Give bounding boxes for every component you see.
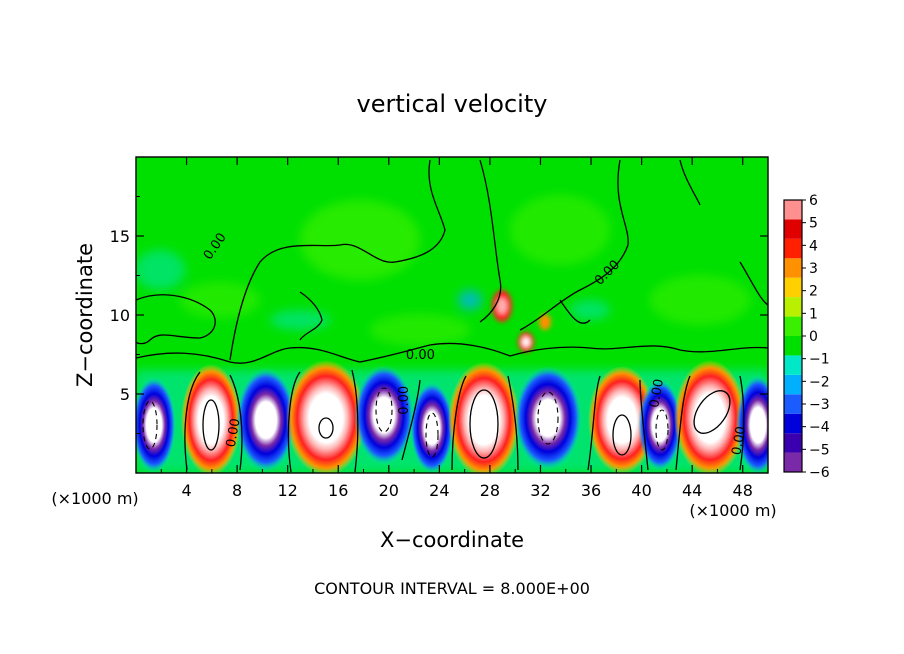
colorbar-swatch (784, 355, 802, 375)
x-axis-label: X−coordinate (380, 528, 524, 552)
colorbar-tick-label: −4 (809, 420, 830, 436)
negative-contours (142, 387, 669, 458)
x-tick-label: 32 (530, 481, 550, 500)
y-tick-label: 10 (110, 306, 130, 325)
y-tick-label: 15 (110, 227, 130, 246)
contour-interval-note: CONTOUR INTERVAL = 8.000E+00 (314, 579, 590, 598)
x-tick-label: 4 (181, 481, 191, 500)
colorbar-tick-label: −2 (809, 374, 830, 390)
colorbar-tick-label: 4 (809, 238, 818, 254)
x-tick-label: 36 (581, 481, 601, 500)
colorbar-tick-label: 3 (809, 261, 818, 277)
contour-label: 0.00 (647, 378, 667, 409)
colorbar-tick-label: −5 (809, 442, 830, 458)
colorbar-swatch (784, 374, 802, 395)
contour-label: 0.00 (224, 417, 244, 448)
x-tick-label: 20 (379, 481, 399, 500)
colorbar-swatch (784, 336, 802, 356)
x-tick-label: 24 (429, 481, 449, 500)
colorbar-tick-label: 2 (809, 284, 818, 300)
y-axis-label: Z−coordinate (73, 243, 97, 387)
contour-lines (136, 159, 768, 473)
colorbar-swatch (784, 258, 802, 278)
colorbar-swatch (784, 297, 802, 317)
contour-label: 0.00 (729, 425, 749, 456)
colorbar-swatch (784, 394, 802, 414)
x-tick-label: 48 (733, 481, 753, 500)
contour-label: 0.00 (397, 386, 412, 415)
x-tick-label: 12 (278, 481, 298, 500)
colorbar-swatch (784, 452, 802, 472)
updraft-spots (492, 290, 551, 352)
colorbar-tick-label: 5 (809, 216, 818, 232)
plot-area (136, 157, 768, 473)
x-unit-left: (×1000 m) (51, 489, 138, 508)
y-tick-label: 5 (120, 385, 130, 404)
colorbar-swatch (784, 433, 802, 453)
colorbar-tick-label: −6 (809, 465, 830, 481)
colorbar-swatch (784, 316, 802, 336)
colorbar-tick-label: 6 (809, 193, 818, 209)
x-unit-right: (×1000 m) (689, 501, 776, 520)
colorbar-swatch (784, 277, 802, 298)
contour-label: 0.00 (406, 348, 435, 363)
chart-title: vertical velocity (357, 90, 548, 118)
colorbar-tick-label: −3 (809, 397, 830, 413)
colorbar-swatch (784, 219, 802, 239)
colorbar-tick-label: 1 (809, 306, 818, 322)
wave-cells (136, 360, 768, 473)
colorbar-tick-label: −1 (809, 352, 830, 368)
colorbar-swatch (784, 238, 802, 259)
x-tick-label: 8 (232, 481, 242, 500)
colorbar-swatch (784, 413, 802, 434)
colorbar-tick-label: 0 (809, 329, 818, 345)
y-axis: 5 10 15 (110, 196, 768, 434)
x-tick-label: 40 (631, 481, 651, 500)
colorbar-swatch (784, 200, 802, 220)
x-tick-label: 28 (480, 481, 500, 500)
x-axis: 4 8 12 16 20 24 28 32 36 40 44 48 (160, 157, 753, 500)
x-tick-label: 16 (328, 481, 348, 500)
x-tick-label: 44 (682, 481, 702, 500)
colorbar: 6 5 4 3 2 1 0 −1 −2 −3 −4 −5 −6 (783, 193, 830, 481)
field-texture (136, 195, 750, 346)
